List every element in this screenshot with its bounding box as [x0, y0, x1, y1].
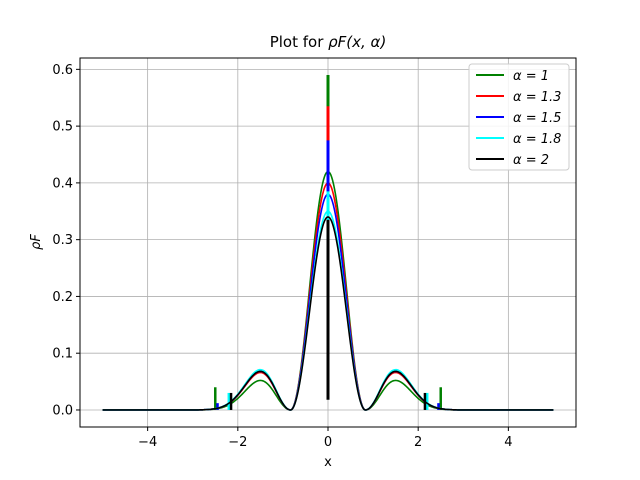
y-axis-label: ρF	[29, 234, 44, 250]
x-tick-label: −4	[138, 435, 157, 450]
axis-ticks: −4 −2 0 2 4 0.0 0.1 0.2 0.3 0.4 0.5 0.6	[52, 63, 512, 450]
legend-box	[468, 63, 570, 171]
x-axis-label: x	[324, 455, 332, 470]
chart-title: Plot for ρF(x, α)	[270, 33, 387, 51]
y-tick-label: 0.6	[52, 63, 73, 78]
legend-label: α = 2	[513, 153, 549, 168]
legend-label: α = 1.5	[513, 111, 561, 126]
y-tick-label: 0.3	[52, 233, 73, 248]
legend-label: α = 1.8	[513, 132, 561, 147]
x-tick-label: −2	[228, 435, 247, 450]
legend-label: α = 1	[513, 69, 549, 84]
x-tick-label: 2	[414, 435, 422, 450]
y-tick-label: 0.4	[52, 176, 73, 191]
y-tick-label: 0.1	[52, 347, 73, 362]
y-tick-label: 0.2	[52, 290, 73, 305]
y-tick-label: 0.5	[52, 120, 73, 135]
plot-lines	[102, 75, 554, 411]
legend: α = 1 α = 1.3 α = 1.5 α = 1.8 α = 2	[468, 63, 570, 171]
series-line	[102, 216, 554, 411]
x-tick-label: 0	[324, 435, 332, 450]
x-tick-label: 4	[504, 435, 512, 450]
y-tick-label: 0.0	[52, 403, 73, 418]
legend-label: α = 1.3	[513, 90, 561, 105]
